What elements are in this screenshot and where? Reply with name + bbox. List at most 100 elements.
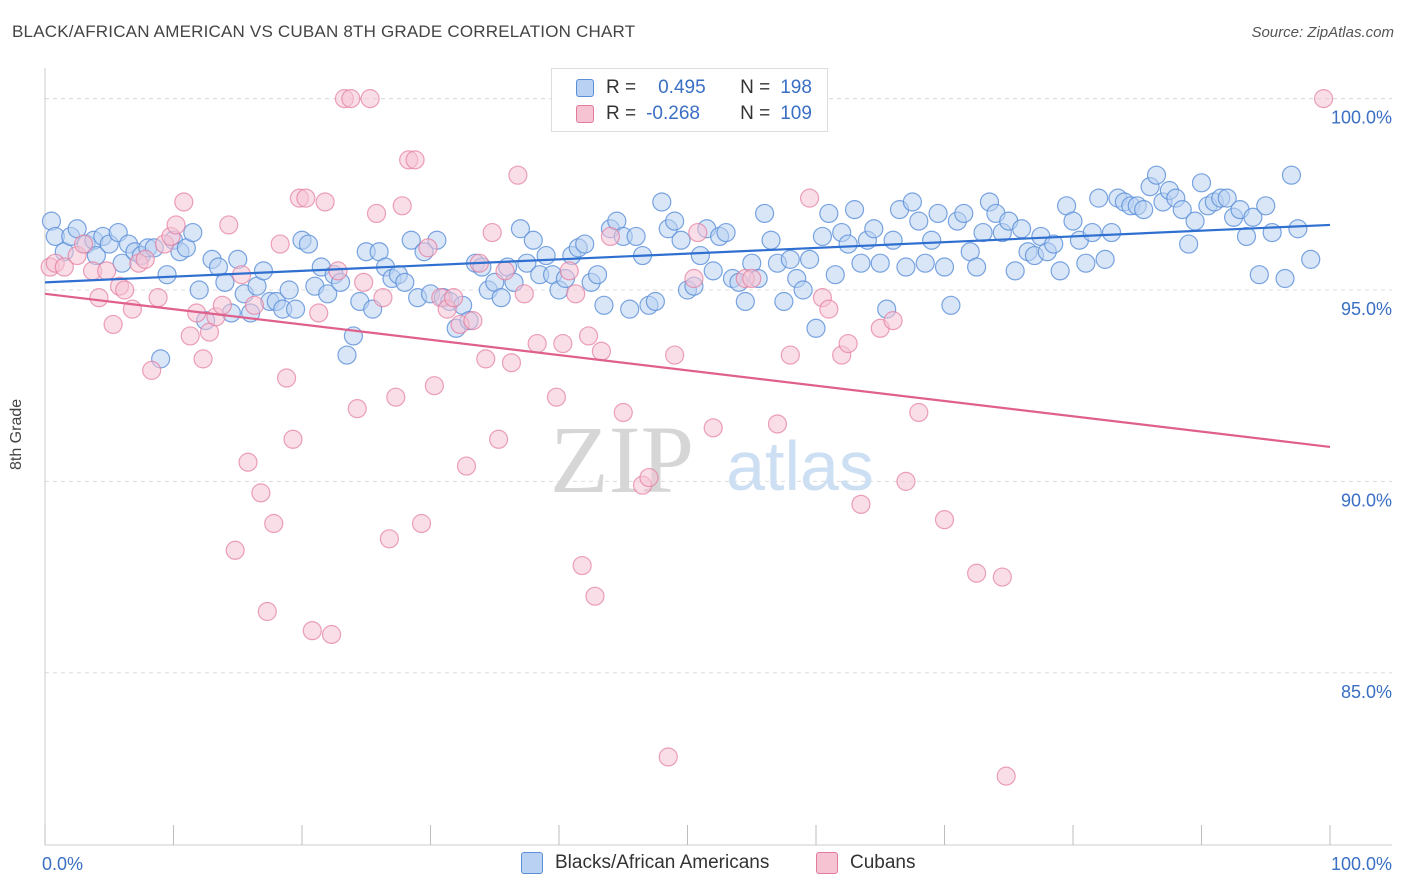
data-point-blacks: [1185, 211, 1205, 231]
data-point-blacks: [954, 203, 974, 224]
data-point-blacks: [1005, 261, 1025, 281]
data-point-blacks: [1050, 261, 1070, 281]
data-point-cubans: [444, 288, 464, 308]
data-point-blacks: [510, 219, 531, 239]
data-point-blacks: [774, 291, 794, 312]
data-point-cubans: [838, 333, 858, 354]
data-point-cubans: [514, 284, 534, 304]
data-point-cubans: [851, 494, 871, 514]
data-point-cubans: [212, 295, 232, 315]
legend-n-label: N =: [740, 103, 771, 124]
data-point-blacks: [915, 253, 935, 273]
data-point-cubans: [379, 529, 399, 549]
data-point-cubans: [405, 150, 425, 170]
data-point-blacks: [819, 203, 839, 224]
data-point-cubans: [585, 586, 605, 606]
data-point-blacks: [1095, 249, 1115, 269]
data-point-cubans: [166, 215, 186, 235]
data-point-blacks: [337, 345, 357, 365]
data-point-blacks: [973, 222, 993, 243]
watermark-zip: ZIP: [550, 406, 694, 513]
gridlines: [45, 98, 1392, 674]
data-point-cubans: [658, 747, 678, 767]
data-point-blacks: [401, 230, 421, 250]
tick-labels: 85.0% 90.0% 95.0% 100.0% 0.0% 100.0%: [42, 108, 1392, 874]
data-point-blacks: [285, 299, 306, 319]
chart-title: BLACK/AFRICAN AMERICAN VS CUBAN 8TH GRAD…: [12, 22, 636, 41]
data-point-blacks: [594, 295, 614, 315]
data-point-cubans: [780, 345, 800, 365]
data-point-blacks: [838, 234, 858, 254]
data-point-cubans: [103, 314, 123, 335]
data-point-cubans: [1313, 89, 1334, 109]
data-point-blacks: [1288, 219, 1308, 239]
data-point-blacks: [671, 230, 691, 250]
data-point-blacks: [690, 245, 710, 266]
data-point-cubans: [572, 555, 592, 576]
data-point-cubans: [527, 333, 547, 354]
data-point-blacks: [517, 253, 537, 273]
data-point-blacks: [318, 284, 338, 304]
data-point-blacks: [909, 211, 929, 231]
data-point-blacks: [523, 230, 543, 250]
data-point-blacks: [298, 234, 319, 254]
data-point-cubans: [115, 280, 135, 300]
data-point-cubans: [578, 326, 599, 346]
data-point-cubans: [665, 345, 685, 365]
data-point-cubans: [97, 261, 117, 281]
data-point-cubans: [996, 766, 1016, 786]
trend-line-blacks: [44, 223, 1331, 284]
x-tick-label: 0.0%: [42, 854, 83, 874]
watermark-atlas: atlas: [726, 427, 874, 505]
data-point-blacks: [864, 219, 884, 239]
data-point-blacks: [1082, 222, 1102, 243]
data-point-cubans: [257, 601, 277, 622]
data-point-cubans: [934, 510, 955, 530]
data-point-cubans: [238, 452, 258, 472]
data-point-cubans: [142, 360, 162, 380]
data-point-blacks: [896, 257, 916, 277]
axes: [44, 68, 1392, 846]
bottom-legend-item-cubans: Cubans: [816, 852, 916, 874]
data-point-cubans: [276, 368, 297, 388]
data-point-blacks: [626, 226, 646, 247]
data-point-cubans: [546, 387, 567, 407]
bottom-legend-label: Cubans: [850, 852, 916, 873]
data-point-cubans: [684, 268, 704, 289]
data-point-cubans: [799, 188, 820, 208]
data-point-blacks: [1076, 253, 1096, 273]
data-point-blacks: [652, 192, 672, 212]
series-cubans-points: [40, 89, 1334, 786]
data-point-blacks: [665, 211, 685, 231]
data-point-blacks: [754, 203, 775, 224]
data-point-blacks: [536, 245, 556, 266]
data-point-blacks: [851, 253, 871, 273]
data-point-cubans: [315, 192, 335, 212]
data-point-cubans: [591, 341, 612, 361]
data-point-cubans: [341, 89, 361, 109]
data-point-blacks: [1249, 265, 1269, 285]
data-point-cubans: [463, 311, 483, 331]
data-point-cubans: [73, 234, 94, 254]
y-tick-label: 100.0%: [1331, 108, 1392, 128]
data-point-cubans: [553, 333, 573, 354]
data-point-blacks: [870, 253, 890, 273]
data-point-cubans: [386, 387, 406, 407]
data-point-blacks: [780, 249, 800, 269]
data-point-cubans: [508, 165, 528, 185]
y-tick-label: 90.0%: [1341, 490, 1392, 510]
data-point-blacks: [934, 257, 955, 277]
data-point-blacks: [1134, 200, 1154, 220]
data-point-blacks: [799, 249, 820, 269]
bottom-legend: Blacks/African Americans Cubans: [0, 852, 1406, 878]
data-point-blacks: [1191, 173, 1212, 193]
data-point-blacks: [253, 261, 274, 281]
y-tick-label: 95.0%: [1341, 299, 1392, 319]
data-point-cubans: [347, 399, 367, 419]
data-point-cubans: [992, 567, 1012, 587]
data-point-blacks: [1011, 219, 1032, 239]
data-point-cubans: [411, 513, 432, 534]
bottom-legend-item-blacks: Blacks/African Americans: [521, 852, 769, 874]
data-point-blacks: [1281, 165, 1302, 185]
